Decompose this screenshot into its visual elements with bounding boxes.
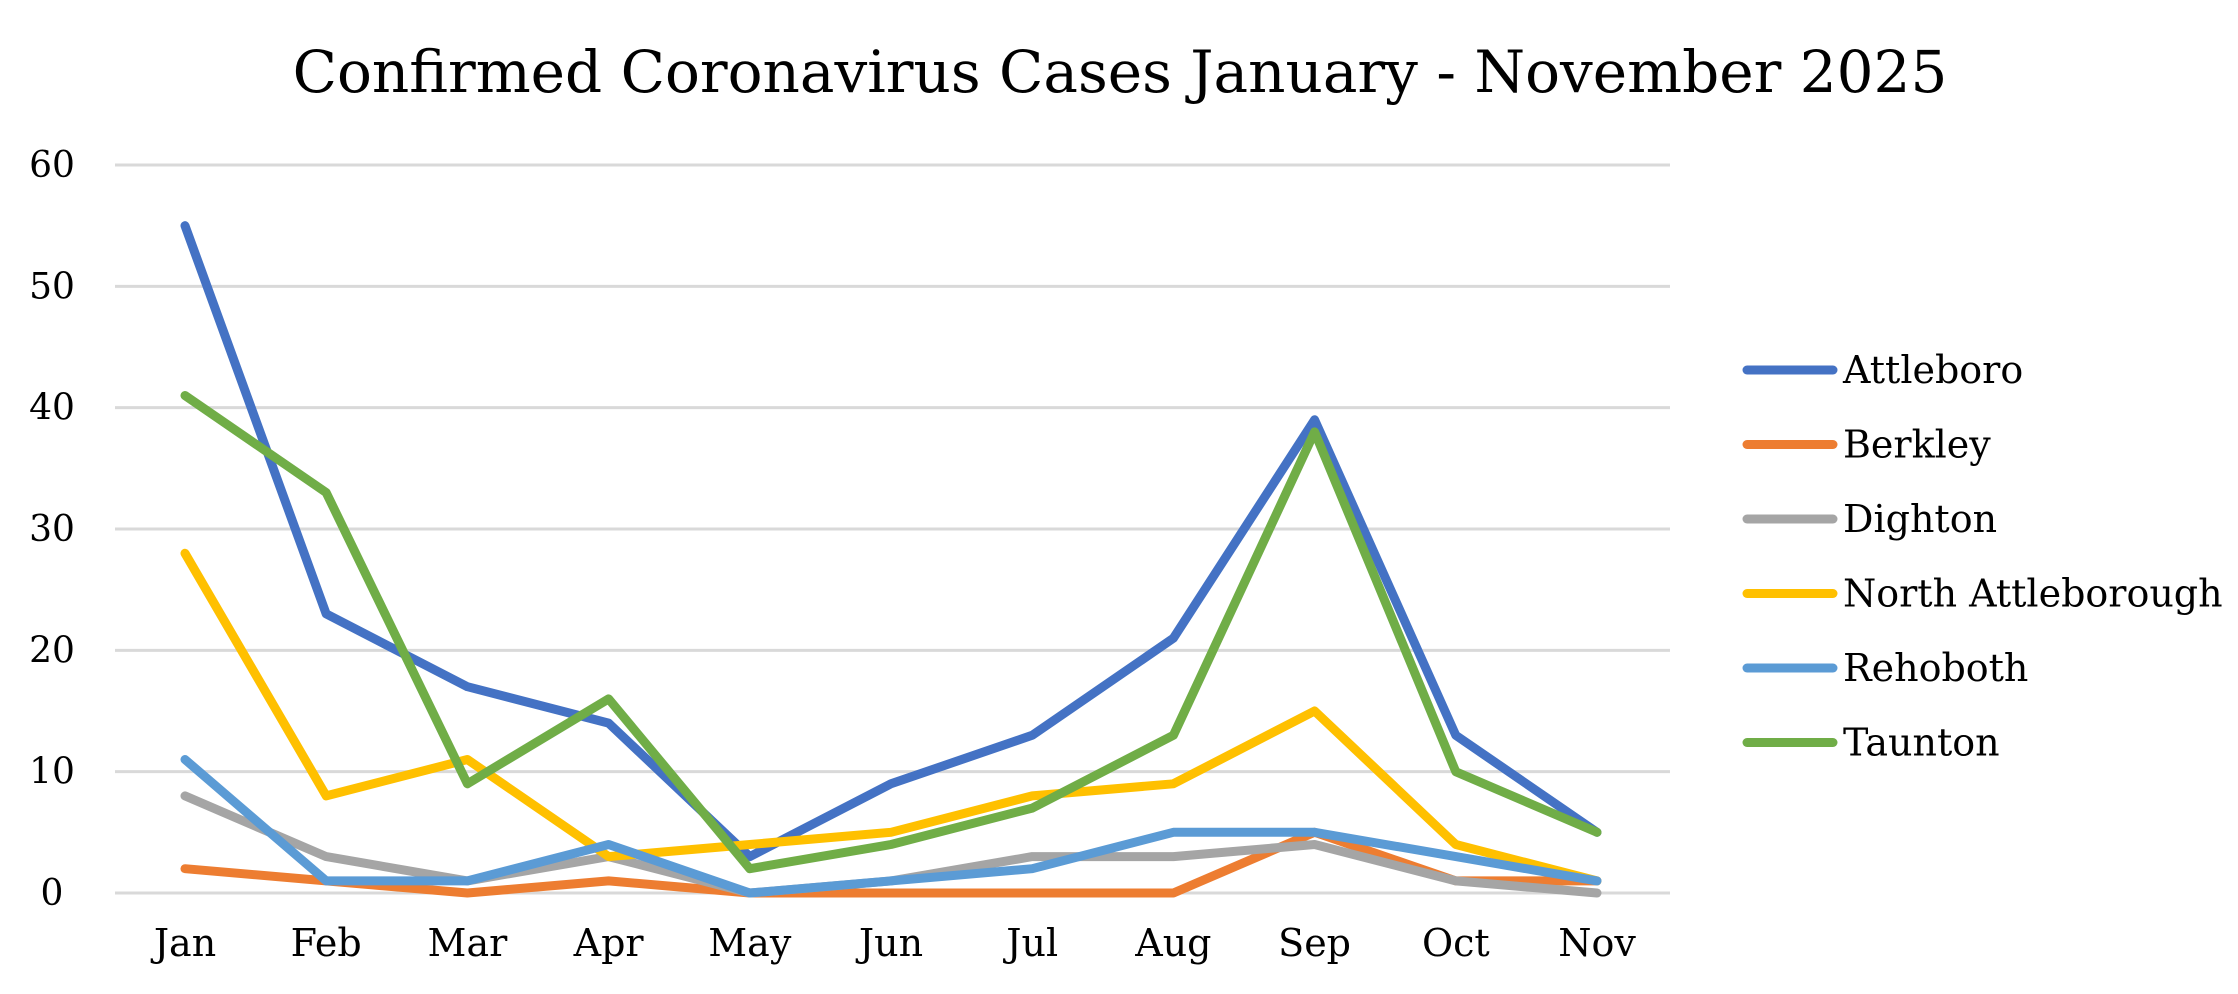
x-tick-label: Jul bbox=[1002, 921, 1058, 965]
legend-item: North Attleborough bbox=[1742, 572, 2223, 616]
y-tick-label: 20 bbox=[29, 630, 75, 671]
legend-label: North Attleborough bbox=[1843, 572, 2223, 616]
x-tick-label: Aug bbox=[1134, 921, 1211, 965]
gridlines bbox=[115, 163, 1670, 895]
series-line-berkley bbox=[180, 827, 1602, 898]
legend-label: Dighton bbox=[1843, 497, 1997, 541]
y-tick-label: 40 bbox=[29, 388, 75, 429]
legend-item: Berkley bbox=[1742, 423, 1991, 467]
y-tick-label: 0 bbox=[41, 873, 64, 914]
y-tick-label: 10 bbox=[29, 752, 75, 793]
x-tick-label: Jan bbox=[150, 921, 216, 965]
x-tick-label: Nov bbox=[1558, 921, 1636, 965]
x-axis-ticks: Jan Feb Mar Apr May Jun Jul Aug Sep Oct Nov bbox=[150, 921, 1637, 965]
x-tick-label: Oct bbox=[1422, 921, 1490, 965]
x-tick-label: May bbox=[708, 921, 792, 965]
x-tick-label: Mar bbox=[428, 921, 509, 965]
legend-label: Taunton bbox=[1843, 721, 2000, 765]
legend-item: Taunton bbox=[1742, 721, 2000, 765]
y-tick-label: 30 bbox=[29, 509, 75, 550]
chart-title: Confirmed Coronavirus Cases January - No… bbox=[293, 38, 1948, 106]
legend-item: Rehoboth bbox=[1742, 646, 2028, 690]
y-axis-ticks: 0 10 20 30 40 50 60 bbox=[29, 145, 75, 914]
series-line-north-attleborough bbox=[180, 548, 1602, 886]
y-tick-label: 60 bbox=[29, 145, 75, 186]
x-tick-label: Apr bbox=[573, 921, 645, 965]
series-line-rehoboth bbox=[180, 755, 1602, 898]
legend-item: Attleboro bbox=[1742, 348, 2023, 392]
legend-item: Dighton bbox=[1742, 497, 1997, 541]
legend-label: Attleboro bbox=[1842, 348, 2023, 392]
legend-label: Berkley bbox=[1843, 423, 1991, 467]
x-tick-label: Feb bbox=[291, 921, 362, 965]
legend: Attleboro Berkley Dighton North Attleboroug… bbox=[1742, 348, 2223, 765]
legend-label: Rehoboth bbox=[1843, 646, 2028, 690]
series-line-attleboro bbox=[180, 221, 1602, 862]
y-tick-label: 50 bbox=[29, 266, 75, 307]
series-lines bbox=[180, 221, 1602, 898]
series-line-taunton bbox=[180, 391, 1602, 874]
x-tick-label: Sep bbox=[1278, 921, 1351, 965]
x-tick-label: Jun bbox=[855, 921, 923, 965]
